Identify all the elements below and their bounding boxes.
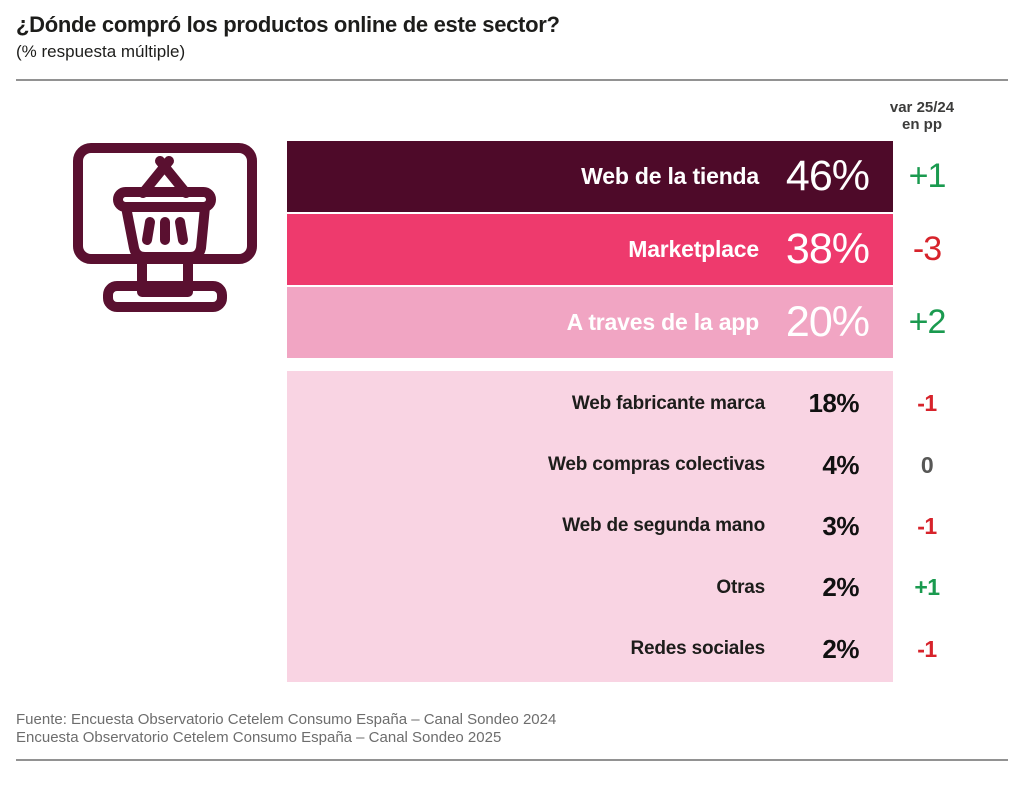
panel-label: Web fabricante marca xyxy=(571,392,765,414)
panel-row: Web compras colectivas 4% xyxy=(287,434,893,495)
panel-value: 2% xyxy=(822,633,859,664)
variation-header-line1: var 25/24 xyxy=(889,99,955,116)
variation-value: -1 xyxy=(917,635,937,662)
bar-value: 38% xyxy=(785,225,870,273)
bar-web-de-la-tienda: Web de la tienda 46% xyxy=(287,141,893,212)
source-line-1: Fuente: Encuesta Observatorio Cetelem Co… xyxy=(16,711,557,728)
variation-header-line2: en pp xyxy=(902,116,942,133)
bar-marketplace: Marketplace 38% xyxy=(287,214,893,285)
variation-column-header: var 25/24 en pp xyxy=(878,99,966,133)
source-footer: Fuente: Encuesta Observatorio Cetelem Co… xyxy=(16,711,556,747)
bar-value: 20% xyxy=(785,298,870,346)
panel-label: Otras xyxy=(716,576,765,598)
variation-value: 0 xyxy=(920,451,934,478)
variation-value: +1 xyxy=(914,574,940,601)
variation-value: -1 xyxy=(917,390,937,417)
source-line-2: Encuesta Observatorio Cetelem Consumo Es… xyxy=(16,729,502,746)
bottom-divider xyxy=(16,759,1008,761)
bar-row: Web de la tienda 46% +1 xyxy=(287,141,967,212)
page-subtitle: (% respuesta múltiple) xyxy=(16,42,186,61)
bar-label: Marketplace xyxy=(628,236,759,262)
panel-row: Web de segunda mano 3% xyxy=(287,496,893,557)
bar-row: Marketplace 38% -3 xyxy=(287,214,967,285)
panel-label: Web de segunda mano xyxy=(562,515,765,537)
panel-label: Redes sociales xyxy=(630,638,765,660)
panel-label: Web compras colectivas xyxy=(547,454,765,476)
variation-value: +2 xyxy=(908,303,947,341)
bar-label: A traves de la app xyxy=(566,309,760,335)
panel-value: 4% xyxy=(822,449,859,480)
panel-row: Redes sociales 2% xyxy=(287,619,893,680)
variation-value: +1 xyxy=(908,157,947,195)
top-divider xyxy=(16,79,1008,81)
variation-value: -3 xyxy=(912,230,942,268)
panel-value: 2% xyxy=(822,572,859,603)
highlight-bars: Web de la tienda 46% +1 Marketplace 38% … xyxy=(287,141,967,360)
panel-row: Otras 2% xyxy=(287,557,893,618)
secondary-panel: Web fabricante marca 18% Web compras col… xyxy=(287,371,893,682)
bar-value: 46% xyxy=(785,152,870,200)
secondary-panel-block: Web fabricante marca 18% Web compras col… xyxy=(287,371,967,682)
bar-label: Web de la tienda xyxy=(581,163,759,189)
variation-value: -1 xyxy=(917,512,937,539)
page-title: ¿Dónde compró los productos online de es… xyxy=(16,12,560,37)
bar-a-traves-de-la-app: A traves de la app 20% xyxy=(287,287,893,358)
monitor-shopping-basket-icon xyxy=(70,140,260,315)
panel-row: Web fabricante marca 18% xyxy=(287,373,893,434)
secondary-variation-column: -1 0 -1 +1 -1 xyxy=(893,371,961,682)
panel-value: 3% xyxy=(822,510,859,541)
panel-value: 18% xyxy=(808,388,859,419)
bar-row: A traves de la app 20% +2 xyxy=(287,287,967,358)
